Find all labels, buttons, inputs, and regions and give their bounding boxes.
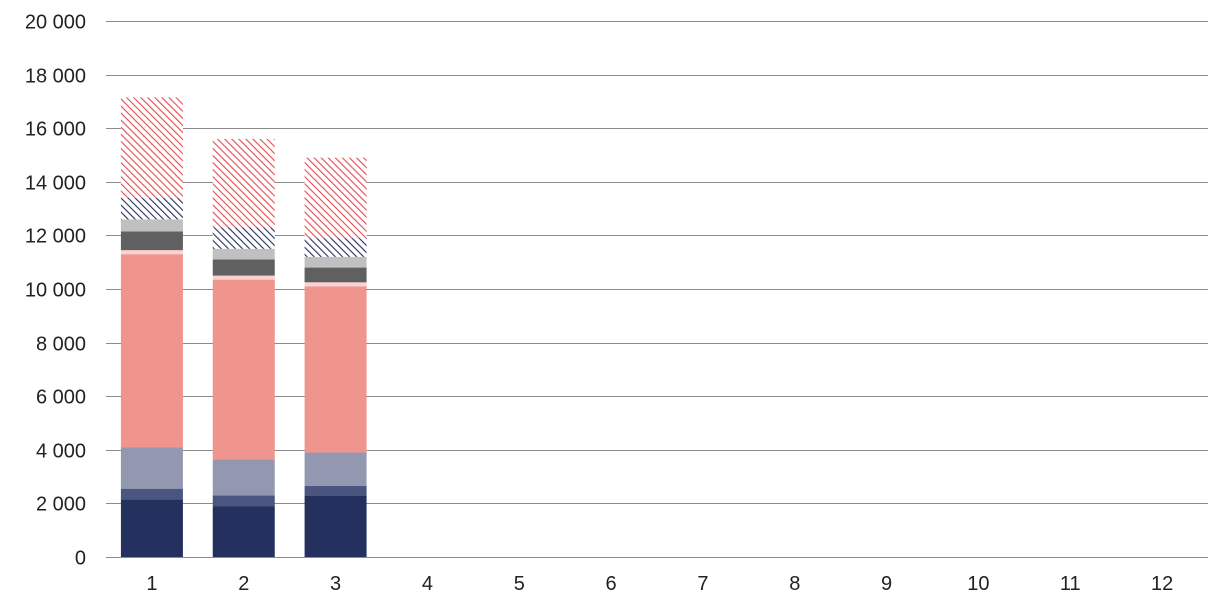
bar-segment xyxy=(304,452,367,486)
bar-segment xyxy=(212,227,275,249)
bar-segment xyxy=(304,495,367,557)
bar-segment xyxy=(212,138,275,228)
y-tick-label: 4 000 xyxy=(36,441,86,463)
x-tick-label: 10 xyxy=(967,573,989,595)
bar-segment xyxy=(120,219,183,232)
bar-segment xyxy=(212,259,275,276)
y-tick-label: 0 xyxy=(75,548,86,570)
x-tick-label: 2 xyxy=(238,573,249,595)
bar-segment xyxy=(120,447,183,489)
bar-segment xyxy=(120,231,183,251)
bar-segment xyxy=(212,248,275,260)
x-tick-label: 1 xyxy=(146,573,157,595)
bar-segment xyxy=(212,279,275,460)
bar-segment xyxy=(120,488,183,500)
bar-segment xyxy=(120,254,183,448)
bar-segment xyxy=(212,459,275,496)
bar-segment xyxy=(304,485,367,496)
y-tick-label: 12 000 xyxy=(25,226,86,248)
bar-segment xyxy=(120,250,183,255)
bar-segment xyxy=(304,286,367,453)
bar-segment xyxy=(212,506,275,557)
bar-segment xyxy=(120,499,183,557)
y-tick-label: 2 000 xyxy=(36,494,86,516)
bar-segment xyxy=(304,282,367,287)
x-tick-label: 7 xyxy=(697,573,708,595)
y-axis: 0 2 000 4 000 6 000 8 000 10 000 12 000 14 000 1… xyxy=(25,12,86,570)
x-tick-label: 4 xyxy=(422,573,433,595)
x-tick-label: 12 xyxy=(1151,573,1173,595)
x-axis: 1 2 3 4 5 6 7 8 9 10 11 12 xyxy=(146,573,1173,595)
bar-segment xyxy=(304,267,367,283)
y-tick-label: 16 000 xyxy=(25,119,86,141)
y-tick-label: 18 000 xyxy=(25,66,86,88)
bar-segment xyxy=(212,275,275,280)
x-tick-label: 5 xyxy=(514,573,525,595)
bar-segment xyxy=(120,97,183,198)
y-tick-label: 8 000 xyxy=(36,334,86,356)
bar-segment xyxy=(212,495,275,507)
x-tick-label: 6 xyxy=(606,573,617,595)
y-tick-label: 6 000 xyxy=(36,387,86,409)
grid-layer xyxy=(106,21,1208,558)
y-tick-label: 10 000 xyxy=(25,280,86,302)
bar-segment xyxy=(304,238,367,257)
x-tick-label: 9 xyxy=(881,573,892,595)
y-tick-label: 14 000 xyxy=(25,173,86,195)
x-tick-label: 11 xyxy=(1060,573,1081,595)
bar-segment xyxy=(304,256,367,268)
y-tick-label: 20 000 xyxy=(25,12,86,34)
bar-segment xyxy=(304,157,367,239)
x-tick-label: 3 xyxy=(330,573,341,595)
bar-segment xyxy=(120,197,183,220)
x-tick-label: 8 xyxy=(789,573,800,595)
bar-layer xyxy=(120,97,367,557)
